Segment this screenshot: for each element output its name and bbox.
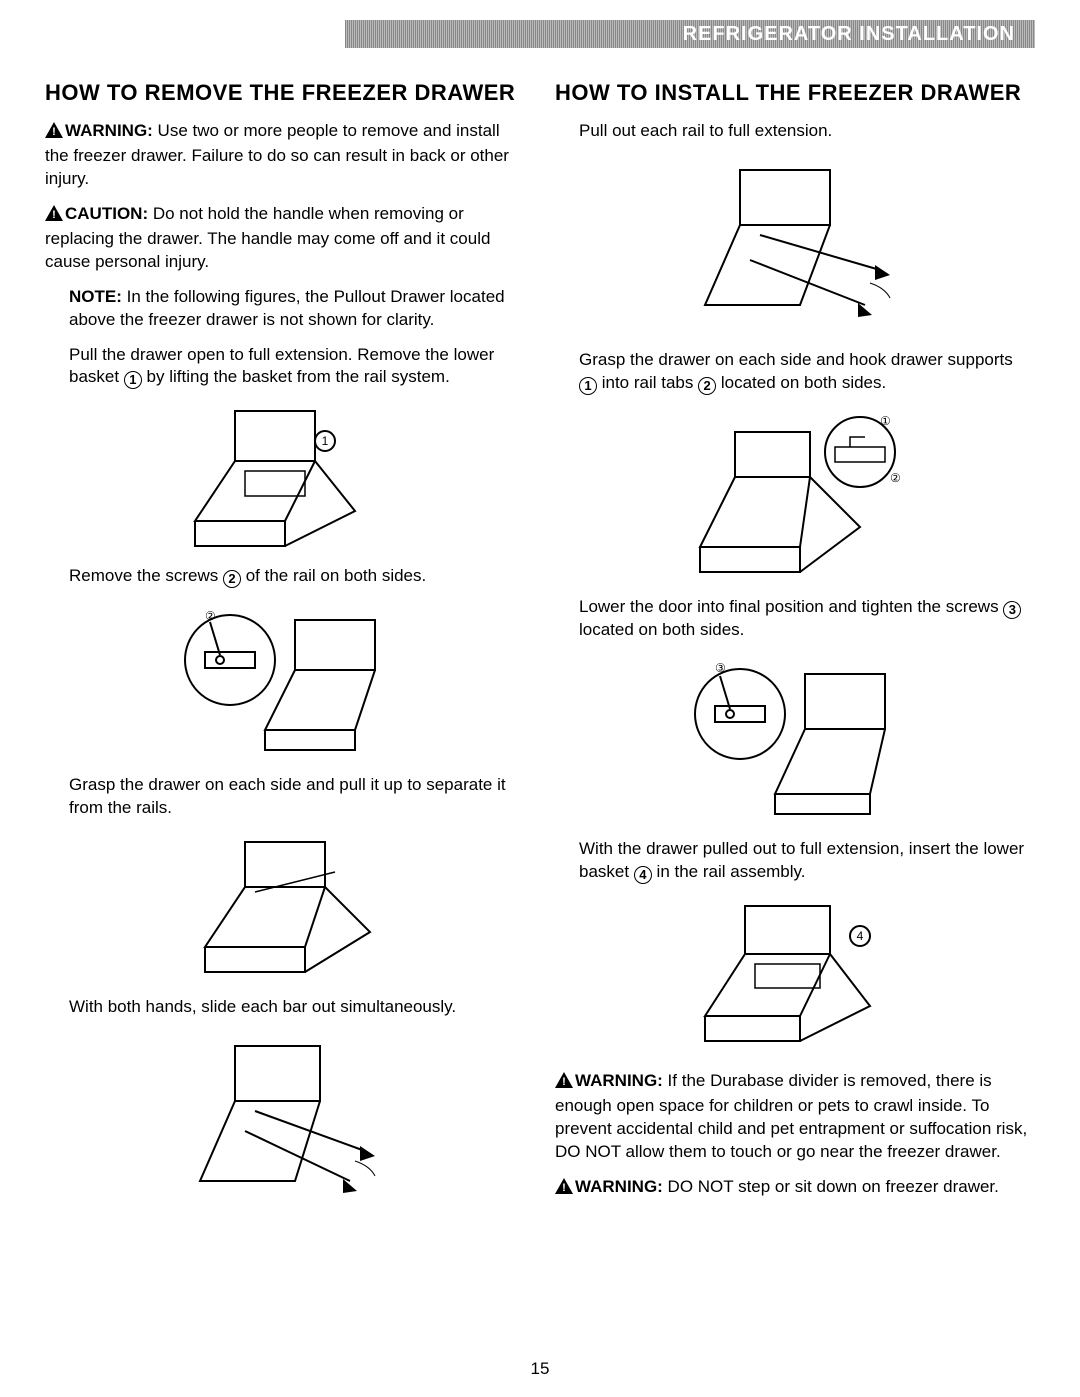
right-title: HOW TO INSTALL THE FREEZER DRAWER	[555, 80, 1035, 106]
svg-text:1: 1	[322, 434, 329, 448]
install-step2-c: located on both sides.	[716, 373, 886, 392]
svg-text:③: ③	[715, 661, 726, 675]
install-step4-b: in the rail assembly.	[652, 862, 806, 881]
figure-remove-basket: 1	[175, 401, 395, 551]
warning-icon: !	[45, 122, 63, 145]
install-step2: Grasp the drawer on each side and hook d…	[555, 349, 1035, 395]
note-remove: NOTE: In the following figures, the Pull…	[45, 286, 525, 332]
install-warn2-text: DO NOT step or sit down on freezer drawe…	[663, 1177, 999, 1196]
note-label: NOTE:	[69, 287, 122, 306]
figure-install-rails	[685, 155, 905, 335]
install-step2-a: Grasp the drawer on each side and hook d…	[579, 350, 1013, 369]
circled-1: 1	[124, 371, 142, 389]
caution-remove: ! CAUTION: Do not hold the handle when r…	[45, 203, 525, 274]
content-columns: HOW TO REMOVE THE FREEZER DRAWER ! WARNI…	[45, 80, 1035, 1225]
install-warning1: ! WARNING: If the Durabase divider is re…	[555, 1070, 1035, 1164]
circled-2: 2	[223, 570, 241, 588]
figure-install-screws: ③	[685, 654, 905, 824]
svg-text:!: !	[52, 209, 56, 221]
circled-i4: 4	[634, 866, 652, 884]
remove-step1-b: by lifting the basket from the rail syst…	[142, 367, 450, 386]
figure-remove-separate	[175, 832, 395, 982]
install-warn1-label: WARNING:	[575, 1071, 663, 1090]
svg-text:!: !	[562, 1076, 566, 1088]
left-title: HOW TO REMOVE THE FREEZER DRAWER	[45, 80, 525, 106]
left-column: HOW TO REMOVE THE FREEZER DRAWER ! WARNI…	[45, 80, 525, 1225]
right-column: HOW TO INSTALL THE FREEZER DRAWER Pull o…	[555, 80, 1035, 1225]
caution-icon: !	[45, 205, 63, 228]
install-step3: Lower the door into final position and t…	[555, 596, 1035, 642]
circled-i3: 3	[1003, 601, 1021, 619]
install-step3-b: located on both sides.	[579, 620, 744, 639]
install-step4: With the drawer pulled out to full exten…	[555, 838, 1035, 884]
remove-step2-b: of the rail on both sides.	[241, 566, 426, 585]
svg-text:①: ①	[880, 414, 891, 428]
remove-step4: With both hands, slide each bar out simu…	[45, 996, 525, 1019]
warning-icon-3: !	[555, 1178, 573, 1201]
warning-label: WARNING:	[65, 121, 153, 140]
warning-icon-2: !	[555, 1072, 573, 1095]
svg-text:②: ②	[890, 471, 901, 485]
figure-install-hook: ① ②	[685, 407, 905, 582]
figure-install-basket: 4	[685, 896, 905, 1056]
remove-step3: Grasp the drawer on each side and pull i…	[45, 774, 525, 820]
svg-text:!: !	[52, 126, 56, 138]
header-tab: REFRIGERATOR INSTALLATION	[345, 20, 1035, 48]
svg-text:②: ②	[205, 609, 216, 623]
figure-remove-slide	[175, 1031, 395, 1211]
header-tab-label: REFRIGERATOR INSTALLATION	[683, 23, 1015, 46]
warning-remove: ! WARNING: Use two or more people to rem…	[45, 120, 525, 191]
caution-label: CAUTION:	[65, 204, 148, 223]
install-warn2-label: WARNING:	[575, 1177, 663, 1196]
install-step2-b: into rail tabs	[597, 373, 698, 392]
install-warning2: ! WARNING: DO NOT step or sit down on fr…	[555, 1176, 1035, 1201]
remove-step2-a: Remove the screws	[69, 566, 223, 585]
note-text: In the following figures, the Pullout Dr…	[69, 287, 505, 329]
circled-i1: 1	[579, 377, 597, 395]
circled-i2: 2	[698, 377, 716, 395]
remove-step2: Remove the screws 2 of the rail on both …	[45, 565, 525, 588]
page-number: 15	[531, 1359, 550, 1379]
install-step3-a: Lower the door into final position and t…	[579, 597, 1003, 616]
remove-step1: Pull the drawer open to full extension. …	[45, 344, 525, 390]
svg-text:!: !	[562, 1182, 566, 1194]
svg-text:4: 4	[857, 929, 864, 943]
figure-remove-screws: ②	[175, 600, 395, 760]
install-step1: Pull out each rail to full extension.	[555, 120, 1035, 143]
